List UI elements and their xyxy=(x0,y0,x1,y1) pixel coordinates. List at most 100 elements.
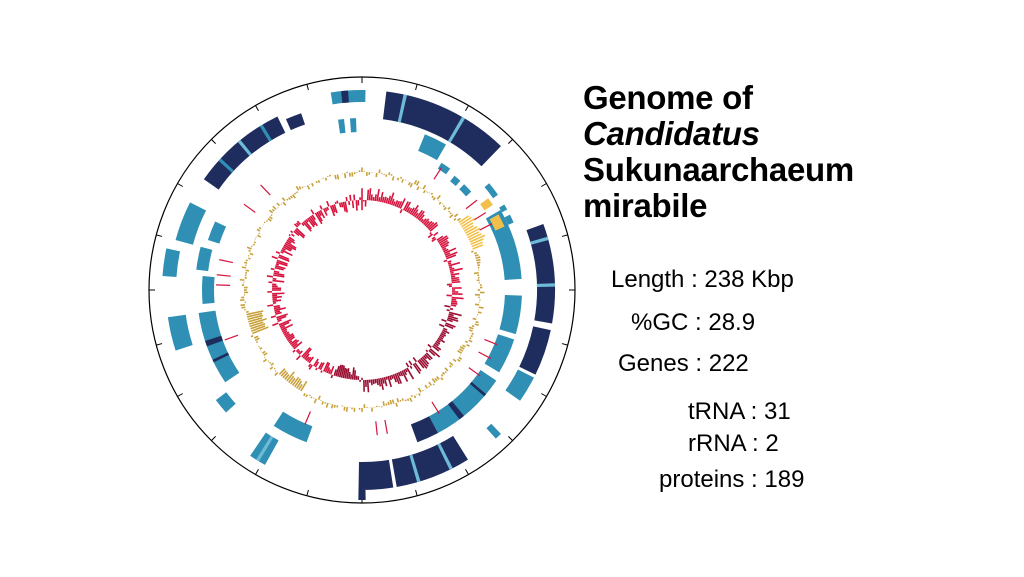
rna-marker xyxy=(216,274,231,277)
gc-skew-bar xyxy=(344,201,348,213)
gc-bar xyxy=(478,306,484,309)
gc-bar xyxy=(448,361,454,366)
gc-bar xyxy=(248,317,263,323)
gc-skew-bar xyxy=(423,355,428,360)
gc-skew-bar xyxy=(439,334,445,339)
gc-bar xyxy=(248,257,251,260)
gc-skew-bar xyxy=(314,212,323,225)
gc-skew-bar xyxy=(331,204,336,213)
gc-skew-bar xyxy=(335,365,340,377)
gc-skew-bar xyxy=(292,342,298,348)
gc-skew-bar xyxy=(301,222,305,227)
gc-bar xyxy=(240,303,246,307)
gc-skew-bar xyxy=(448,266,453,269)
gc-skew-bar xyxy=(379,191,384,203)
gc-bar xyxy=(248,249,251,252)
gc-skew-bar xyxy=(272,299,282,303)
gc-bar xyxy=(382,401,385,407)
gc-skew-bar xyxy=(279,321,290,328)
gc-bar xyxy=(395,402,398,407)
gc-skew-bar xyxy=(381,196,385,203)
gc-bar xyxy=(270,214,273,217)
gc-skew-bar xyxy=(307,363,312,368)
gc-skew-bar xyxy=(409,207,415,215)
gc-skew-bar xyxy=(288,236,295,242)
gc-bar xyxy=(432,197,436,201)
gc-skew-bar xyxy=(389,192,395,205)
gc-skew-bar xyxy=(447,315,458,320)
gc-bar xyxy=(471,332,474,335)
gc-bar xyxy=(274,370,277,373)
gc-bar xyxy=(336,174,340,180)
gc-bar xyxy=(269,366,274,370)
gc-bar xyxy=(470,238,484,246)
rna-marker xyxy=(473,212,487,221)
position-tick xyxy=(211,139,216,144)
gc-skew-bar xyxy=(274,307,286,312)
gc-skew-bar xyxy=(418,358,428,369)
gene-feature xyxy=(519,326,551,375)
gc-skew-bar xyxy=(308,216,316,226)
gc-skew-bar xyxy=(348,371,351,380)
gc-bar xyxy=(343,173,347,179)
gc-skew-bar xyxy=(385,376,388,380)
gc-skew-bar xyxy=(425,352,433,360)
gc-skew-bar xyxy=(412,363,421,375)
gc-bar xyxy=(266,219,268,222)
gc-skew-bar xyxy=(447,262,452,265)
gc-skew-bar xyxy=(448,261,461,267)
gc-skew-bar xyxy=(280,325,286,330)
gc-skew-bar xyxy=(449,267,463,273)
gc-bar xyxy=(246,310,264,316)
gene-feature xyxy=(175,202,207,245)
circular-genome-map xyxy=(148,76,576,504)
gc-bar xyxy=(474,323,479,327)
gc-skew-bar xyxy=(443,247,457,255)
gc-skew-bar xyxy=(266,275,274,278)
gene-feature xyxy=(526,223,555,324)
gene-feature xyxy=(437,162,451,175)
gc-bar xyxy=(282,371,289,379)
gc-skew-bar xyxy=(315,367,318,371)
gc-bar xyxy=(434,377,438,382)
gc-skew-bar xyxy=(447,317,459,323)
gc-bar xyxy=(409,397,413,403)
gc-skew-bar xyxy=(289,339,298,346)
gc-bar xyxy=(470,334,473,338)
gc-bar xyxy=(459,345,465,350)
gc-skew-bar xyxy=(420,218,424,223)
gc-skew-bar xyxy=(277,319,282,323)
gc-skew-bar xyxy=(342,367,347,379)
gene-feature xyxy=(256,435,274,462)
gc-bar xyxy=(431,195,434,199)
gc-bar xyxy=(456,358,461,363)
gc-skew-bar xyxy=(451,280,461,284)
gc-skew-bar xyxy=(392,201,396,206)
gc-skew-bar xyxy=(428,221,438,231)
gc-skew-bar xyxy=(406,367,415,380)
rna-marker xyxy=(433,167,443,180)
gc-skew-bar xyxy=(399,198,406,209)
gc-skew-bar xyxy=(284,333,291,338)
gc-skew-bar xyxy=(445,322,456,328)
gc-bar xyxy=(413,395,417,399)
gc-skew-bar xyxy=(397,200,403,209)
gc-bar xyxy=(464,340,469,344)
gc-bar xyxy=(284,374,290,380)
gc-skew-bar xyxy=(385,197,389,204)
position-tick xyxy=(156,234,163,237)
gene-feature xyxy=(212,352,229,363)
gc-bar xyxy=(436,194,441,200)
gc-skew-bar xyxy=(408,360,413,366)
gc-skew-bar xyxy=(366,379,370,393)
gc-bar xyxy=(409,182,413,188)
gc-skew-bar xyxy=(285,333,294,339)
gc-bar xyxy=(245,269,250,272)
gc-skew-bar xyxy=(275,265,286,270)
gc-bar xyxy=(458,215,470,224)
gene-feature xyxy=(273,411,313,443)
gc-skew-bar xyxy=(372,379,375,385)
gc-bar xyxy=(468,339,473,343)
gc-bar xyxy=(475,320,479,324)
position-tick xyxy=(177,393,183,397)
